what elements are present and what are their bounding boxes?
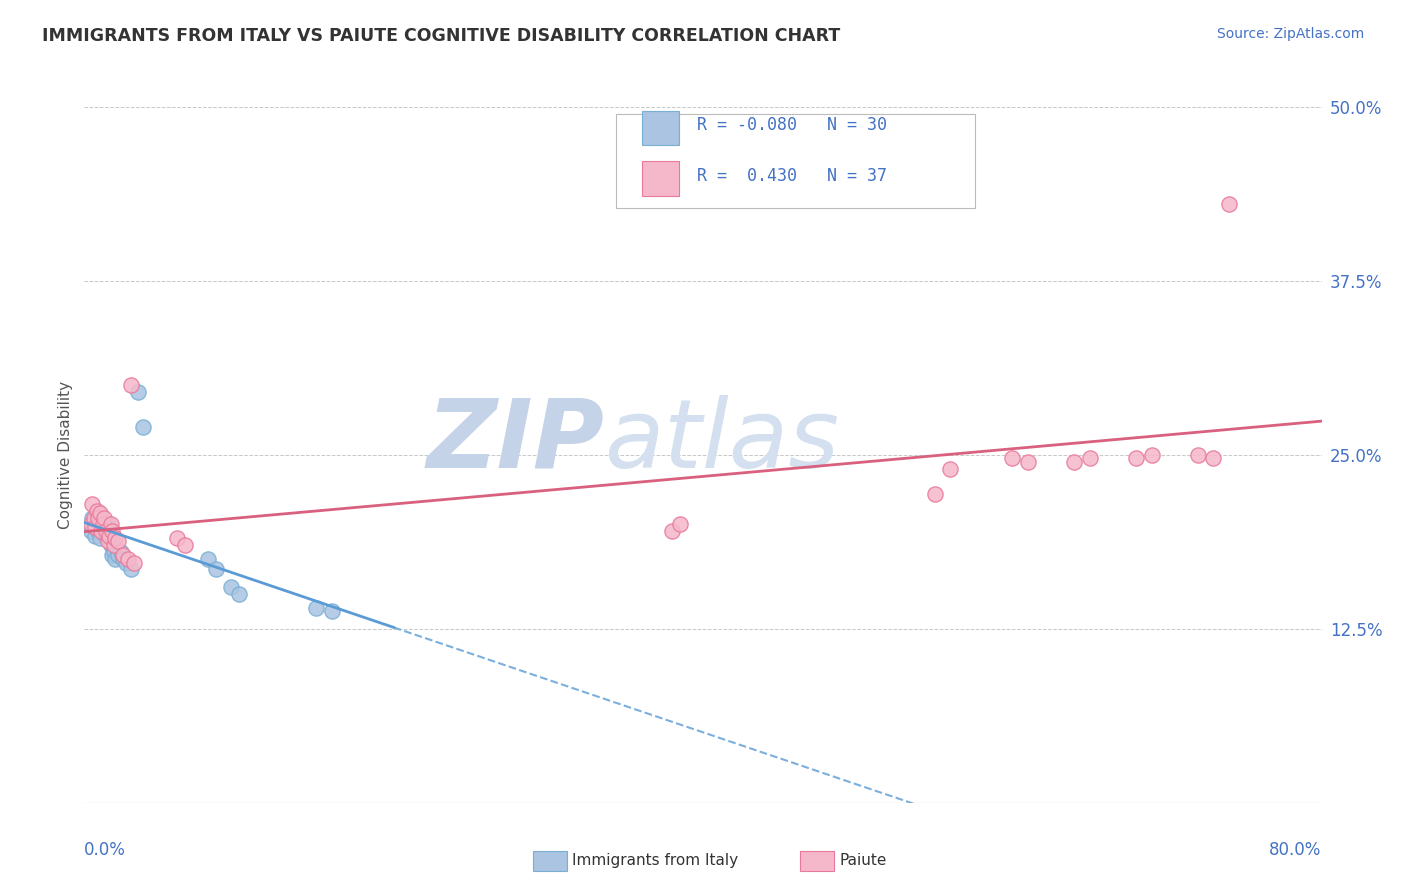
Point [924,487,946,501]
Point [1078,450,1101,465]
Text: Source: ZipAtlas.com: Source: ZipAtlas.com [1216,27,1364,41]
Point [197,552,219,566]
Point [101,548,124,562]
Point [100,538,122,552]
Point [939,462,962,476]
Point [1063,455,1085,469]
Text: 0.0%: 0.0% [84,841,127,859]
Point [90,517,112,532]
Point [103,545,125,559]
Text: R = -0.080   N = 30: R = -0.080 N = 30 [697,116,887,134]
Point [166,532,188,546]
Point [219,580,242,594]
Point [107,548,129,562]
Point [661,524,683,539]
Point [101,524,124,539]
Point [107,534,129,549]
Point [82,497,104,511]
Point [98,528,121,542]
Point [1001,450,1024,465]
Point [1125,450,1147,465]
Point [83,520,105,534]
Point [100,517,122,532]
Text: IMMIGRANTS FROM ITALY VS PAIUTE COGNITIVE DISABILITY CORRELATION CHART: IMMIGRANTS FROM ITALY VS PAIUTE COGNITIV… [42,27,841,45]
Point [117,552,139,566]
Point [115,557,138,571]
Point [1140,448,1163,462]
Point [110,545,132,559]
Point [112,548,135,562]
Point [91,524,114,539]
Point [104,552,127,566]
Point [112,552,135,566]
Point [84,520,107,534]
Point [90,524,112,539]
Point [205,562,228,576]
Point [98,524,121,539]
Point [79,524,101,539]
Point [103,538,125,552]
Point [1187,448,1209,462]
Point [84,528,107,542]
Point [305,601,328,615]
Point [82,510,104,524]
Point [120,378,142,392]
Point [1202,450,1225,465]
FancyBboxPatch shape [616,114,976,208]
Point [104,532,127,546]
Text: atlas: atlas [605,394,839,488]
Point [174,538,197,552]
Y-axis label: Cognitive Disability: Cognitive Disability [58,381,73,529]
Text: 80.0%: 80.0% [1270,841,1322,859]
Point [1218,197,1240,211]
FancyBboxPatch shape [643,111,679,145]
Point [86,503,108,517]
Point [321,604,343,618]
Point [89,532,111,546]
Point [79,517,101,532]
Point [91,517,114,532]
Point [87,510,110,524]
Point [86,517,108,532]
Point [94,528,117,542]
Text: Paiute: Paiute [839,854,887,868]
Point [228,587,250,601]
Point [120,562,142,576]
Text: Immigrants from Italy: Immigrants from Italy [572,854,738,868]
Point [132,420,155,434]
FancyBboxPatch shape [643,161,679,196]
Text: ZIP: ZIP [426,394,605,488]
Point [93,520,115,534]
Point [1017,455,1039,469]
Point [669,517,692,532]
Point [93,510,115,524]
Point [94,524,117,539]
Point [96,534,118,549]
Text: R =  0.430   N = 37: R = 0.430 N = 37 [697,167,887,185]
Point [87,524,110,539]
Point [89,507,111,521]
Point [127,385,149,400]
Point [122,557,145,571]
Point [96,517,118,532]
Point [83,510,105,524]
